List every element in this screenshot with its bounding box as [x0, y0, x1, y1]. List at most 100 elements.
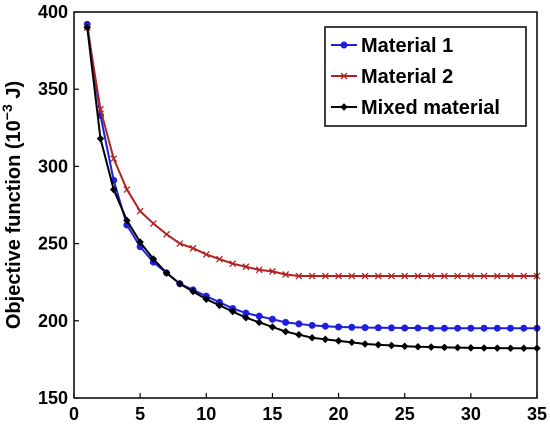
y-axis-label-exponent: −3	[0, 104, 15, 120]
data-point	[374, 272, 382, 280]
data-point	[348, 272, 356, 280]
data-point	[295, 320, 303, 328]
data-point	[268, 267, 276, 275]
data-point	[361, 272, 369, 280]
data-point	[123, 216, 131, 225]
data-point	[453, 343, 462, 352]
x-tick-label: 5	[135, 404, 145, 424]
data-point	[387, 341, 396, 350]
data-point	[228, 307, 237, 316]
data-point	[96, 105, 104, 113]
data-point	[414, 342, 422, 351]
data-point	[96, 134, 105, 143]
x-tick-label: 15	[262, 404, 282, 424]
data-point	[387, 324, 395, 332]
data-point	[348, 323, 356, 331]
data-point	[340, 72, 348, 80]
data-point	[414, 272, 422, 280]
data-point	[414, 324, 422, 332]
data-point	[493, 324, 501, 332]
data-point	[268, 315, 276, 323]
legend-label: Material 1	[361, 35, 453, 57]
data-point	[308, 272, 316, 280]
legend-item: Material 1	[331, 35, 453, 57]
data-point	[467, 324, 475, 332]
data-point	[308, 321, 316, 329]
data-point	[109, 185, 118, 194]
data-point	[110, 155, 118, 163]
data-point	[216, 255, 223, 263]
data-point	[176, 279, 184, 288]
data-point	[507, 272, 515, 280]
data-point	[229, 260, 237, 268]
y-axis-label: Objective function (10−3 J)	[0, 81, 25, 329]
data-point	[189, 244, 197, 252]
data-point	[467, 272, 475, 280]
data-point	[348, 338, 356, 347]
y-tick-label: 300	[38, 156, 68, 176]
data-point	[255, 312, 263, 320]
data-point	[334, 337, 343, 345]
data-point	[340, 103, 348, 111]
data-point	[176, 240, 184, 248]
y-tick-label: 400	[38, 2, 68, 22]
data-point	[215, 301, 224, 310]
legend-box	[324, 26, 527, 127]
series-material-2	[83, 23, 541, 280]
data-point	[149, 255, 158, 263]
series-layer	[83, 20, 541, 353]
data-point	[388, 272, 395, 280]
y-tick-label: 150	[38, 388, 68, 408]
y-tick-label: 250	[38, 234, 68, 254]
data-point	[361, 324, 369, 332]
data-point	[136, 207, 144, 215]
data-point	[467, 344, 475, 352]
data-point	[520, 324, 528, 332]
x-tick-label: 0	[69, 404, 79, 424]
data-point	[480, 324, 488, 332]
data-point	[401, 324, 409, 332]
data-point	[493, 272, 501, 280]
data-point	[163, 230, 171, 238]
data-point	[493, 344, 502, 352]
data-point	[480, 272, 488, 280]
x-tick-label: 30	[461, 404, 481, 424]
data-point	[202, 295, 211, 303]
data-point	[255, 318, 263, 327]
x-tick-label: 10	[196, 404, 216, 424]
data-point	[506, 344, 515, 353]
data-point	[149, 220, 157, 227]
data-point	[281, 327, 290, 336]
data-point	[295, 272, 303, 280]
data-point	[136, 238, 144, 246]
data-point	[189, 287, 197, 296]
plot-frame	[73, 11, 538, 399]
legend: Material 1 Material 2 Mixed material	[324, 26, 527, 127]
data-point	[520, 272, 528, 280]
data-point	[242, 263, 250, 271]
data-point	[335, 272, 343, 280]
y-tick-label: 200	[38, 311, 68, 331]
x-tick-label: 20	[329, 404, 349, 424]
legend-item: Mixed material	[331, 97, 500, 119]
data-point	[340, 41, 348, 49]
data-point	[242, 313, 250, 322]
data-point	[440, 324, 448, 332]
data-point	[295, 330, 303, 339]
x-tick-label: 35	[527, 404, 547, 424]
data-point	[520, 344, 528, 353]
data-point	[427, 272, 435, 280]
tick-layer: 0 5 10 15 20 25 30 35 150 200 250 300 350 400	[38, 2, 547, 424]
legend-label: Material 2	[361, 66, 453, 88]
data-point	[401, 272, 409, 280]
data-point	[361, 340, 369, 348]
data-point	[427, 324, 435, 332]
data-point	[427, 343, 435, 351]
y-axis-label-text: Objective function (10	[3, 120, 25, 329]
data-point	[282, 318, 290, 326]
data-point	[321, 335, 330, 344]
data-point	[308, 334, 316, 342]
data-point	[480, 344, 488, 352]
